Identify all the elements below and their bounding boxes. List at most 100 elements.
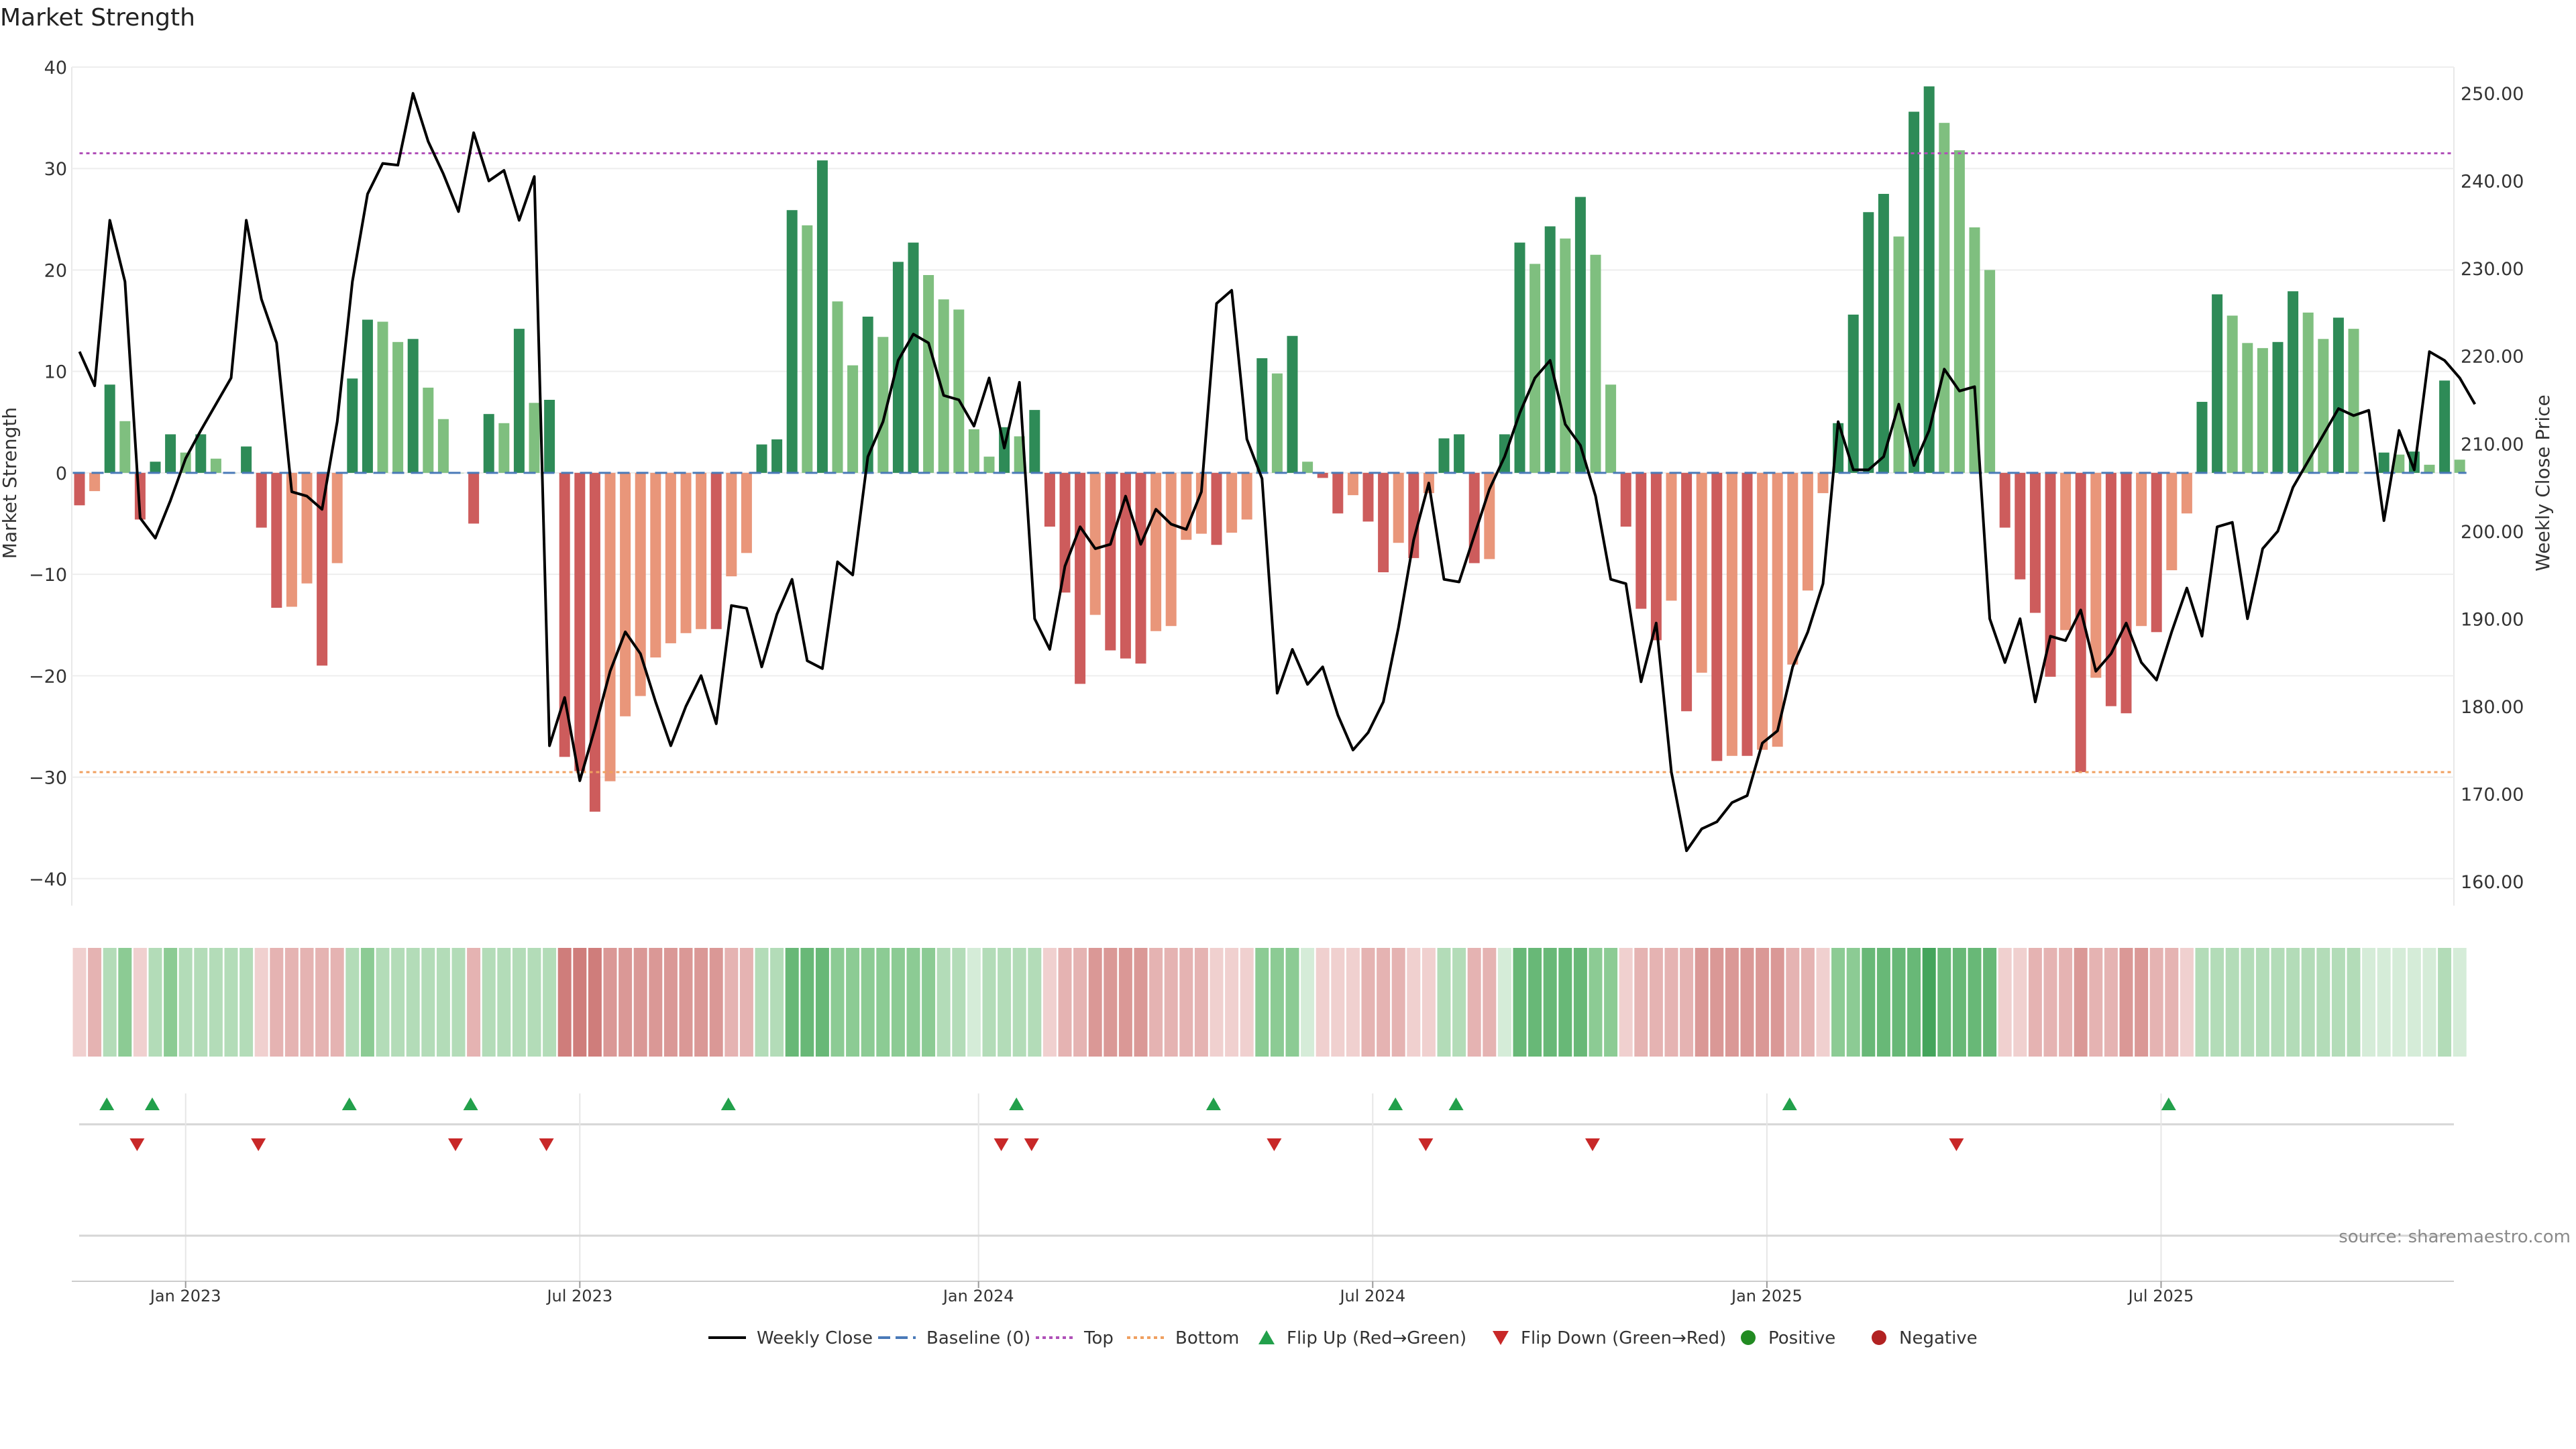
heat-cell bbox=[1862, 948, 1876, 1057]
strength-bar bbox=[347, 378, 358, 473]
strength-bar bbox=[1514, 242, 1525, 473]
heat-cell bbox=[1467, 948, 1481, 1057]
strength-bar bbox=[2318, 339, 2329, 473]
heat-cell bbox=[209, 948, 223, 1057]
strength-bars bbox=[74, 86, 2465, 812]
heat-cell bbox=[1210, 948, 1224, 1057]
strength-bar bbox=[468, 472, 480, 524]
heat-cell bbox=[1695, 948, 1709, 1057]
heat-cell bbox=[2301, 948, 2315, 1057]
heat-cell bbox=[1680, 948, 1694, 1057]
legend-label: Flip Down (Green→Red) bbox=[1521, 1328, 1726, 1348]
heat-cell bbox=[376, 948, 390, 1057]
heat-cell bbox=[1876, 948, 1890, 1057]
strength-bar bbox=[1711, 472, 1723, 761]
flip-down-marker bbox=[1949, 1138, 1964, 1151]
legend-label: Baseline (0) bbox=[926, 1328, 1030, 1348]
strength-bar bbox=[498, 423, 510, 473]
strength-bar bbox=[407, 339, 419, 473]
flip-down-marker bbox=[539, 1138, 554, 1151]
heat-cell bbox=[1892, 948, 1906, 1057]
strength-bar bbox=[2105, 472, 2116, 706]
heat-cell bbox=[482, 948, 496, 1057]
strength-bar bbox=[1438, 438, 1450, 473]
strength-bar bbox=[862, 317, 873, 473]
flip-panel bbox=[79, 1093, 2454, 1281]
strength-bar bbox=[908, 242, 919, 473]
y-tick-label: 30 bbox=[44, 159, 67, 180]
strength-bar bbox=[983, 456, 995, 473]
heat-cell bbox=[1816, 948, 1830, 1057]
heat-cell bbox=[649, 948, 663, 1057]
strength-bar bbox=[2439, 380, 2451, 473]
heat-cell bbox=[1604, 948, 1618, 1057]
strength-bar bbox=[377, 321, 388, 473]
heat-cell bbox=[982, 948, 996, 1057]
heat-cell bbox=[1543, 948, 1557, 1057]
heat-cell bbox=[2422, 948, 2436, 1057]
heat-cell bbox=[891, 948, 905, 1057]
heat-cell bbox=[1088, 948, 1102, 1057]
strength-bar bbox=[1165, 472, 1177, 627]
heat-cell bbox=[1634, 948, 1648, 1057]
y-tick-label: 40 bbox=[44, 58, 67, 78]
heat-cell bbox=[1194, 948, 1208, 1057]
strength-bar bbox=[513, 329, 525, 473]
heat-cell bbox=[1770, 948, 1784, 1057]
strength-bar bbox=[2454, 460, 2465, 473]
strength-bar bbox=[119, 421, 131, 473]
heat-cell bbox=[345, 948, 360, 1057]
heat-cell bbox=[1255, 948, 1269, 1057]
strength-bar bbox=[2394, 454, 2405, 473]
heat-cell bbox=[1012, 948, 1026, 1057]
heat-cell bbox=[2135, 948, 2149, 1057]
strength-bar bbox=[1544, 226, 1556, 473]
strength-bar bbox=[2075, 472, 2086, 772]
flip-down-marker bbox=[994, 1138, 1009, 1151]
heat-cell bbox=[224, 948, 238, 1057]
strength-bar bbox=[2332, 317, 2344, 473]
heat-cell bbox=[1118, 948, 1132, 1057]
heat-cell bbox=[360, 948, 374, 1057]
heat-cell bbox=[1301, 948, 1315, 1057]
flip-up-marker bbox=[341, 1097, 357, 1110]
heat-cell bbox=[1710, 948, 1724, 1057]
heat-cell bbox=[1346, 948, 1360, 1057]
strength-bar bbox=[392, 341, 404, 473]
y2-axis-ticks: 250.00 240.00 230.00 220.00 210.00 200.00 190.… bbox=[2461, 84, 2524, 893]
heat-cell bbox=[1377, 948, 1391, 1057]
y-tick-label: −10 bbox=[29, 565, 67, 586]
heat-cell bbox=[1589, 948, 1603, 1057]
strength-bar bbox=[1256, 358, 1268, 473]
strength-bar bbox=[1029, 410, 1040, 473]
heat-cell bbox=[1179, 948, 1193, 1057]
heat-cell bbox=[1028, 948, 1042, 1057]
strength-bar bbox=[923, 275, 934, 473]
x-tick-label: Jul 2024 bbox=[1338, 1287, 1405, 1305]
strength-bar bbox=[210, 458, 221, 473]
strength-bar bbox=[1454, 434, 1465, 473]
heat-cell bbox=[1983, 948, 1997, 1057]
heat-cell bbox=[1573, 948, 1587, 1057]
legend-label: Top bbox=[1083, 1328, 1114, 1348]
heat-cell bbox=[1846, 948, 1860, 1057]
heat-cell bbox=[952, 948, 966, 1057]
heat-cell bbox=[619, 948, 633, 1057]
heat-cell bbox=[573, 948, 587, 1057]
heat-cell bbox=[2225, 948, 2239, 1057]
heat-cell bbox=[755, 948, 769, 1057]
legend-label: Flip Up (Red→Green) bbox=[1287, 1328, 1466, 1348]
strength-bar bbox=[1939, 123, 1950, 473]
strength-bar bbox=[1014, 436, 1025, 473]
flip-panel-gridlines bbox=[184, 1093, 2162, 1281]
heat-cell bbox=[1558, 948, 1572, 1057]
strength-bar bbox=[1211, 472, 1222, 545]
strength-bar bbox=[2378, 452, 2390, 473]
strength-bar bbox=[1605, 384, 1617, 473]
legend-label: Bottom bbox=[1175, 1328, 1239, 1348]
y2-tick-label: 160.00 bbox=[2461, 872, 2524, 893]
legend-swatch bbox=[1493, 1331, 1509, 1345]
heat-cell bbox=[1483, 948, 1497, 1057]
strength-bar bbox=[1195, 472, 1207, 534]
heat-cell bbox=[694, 948, 708, 1057]
